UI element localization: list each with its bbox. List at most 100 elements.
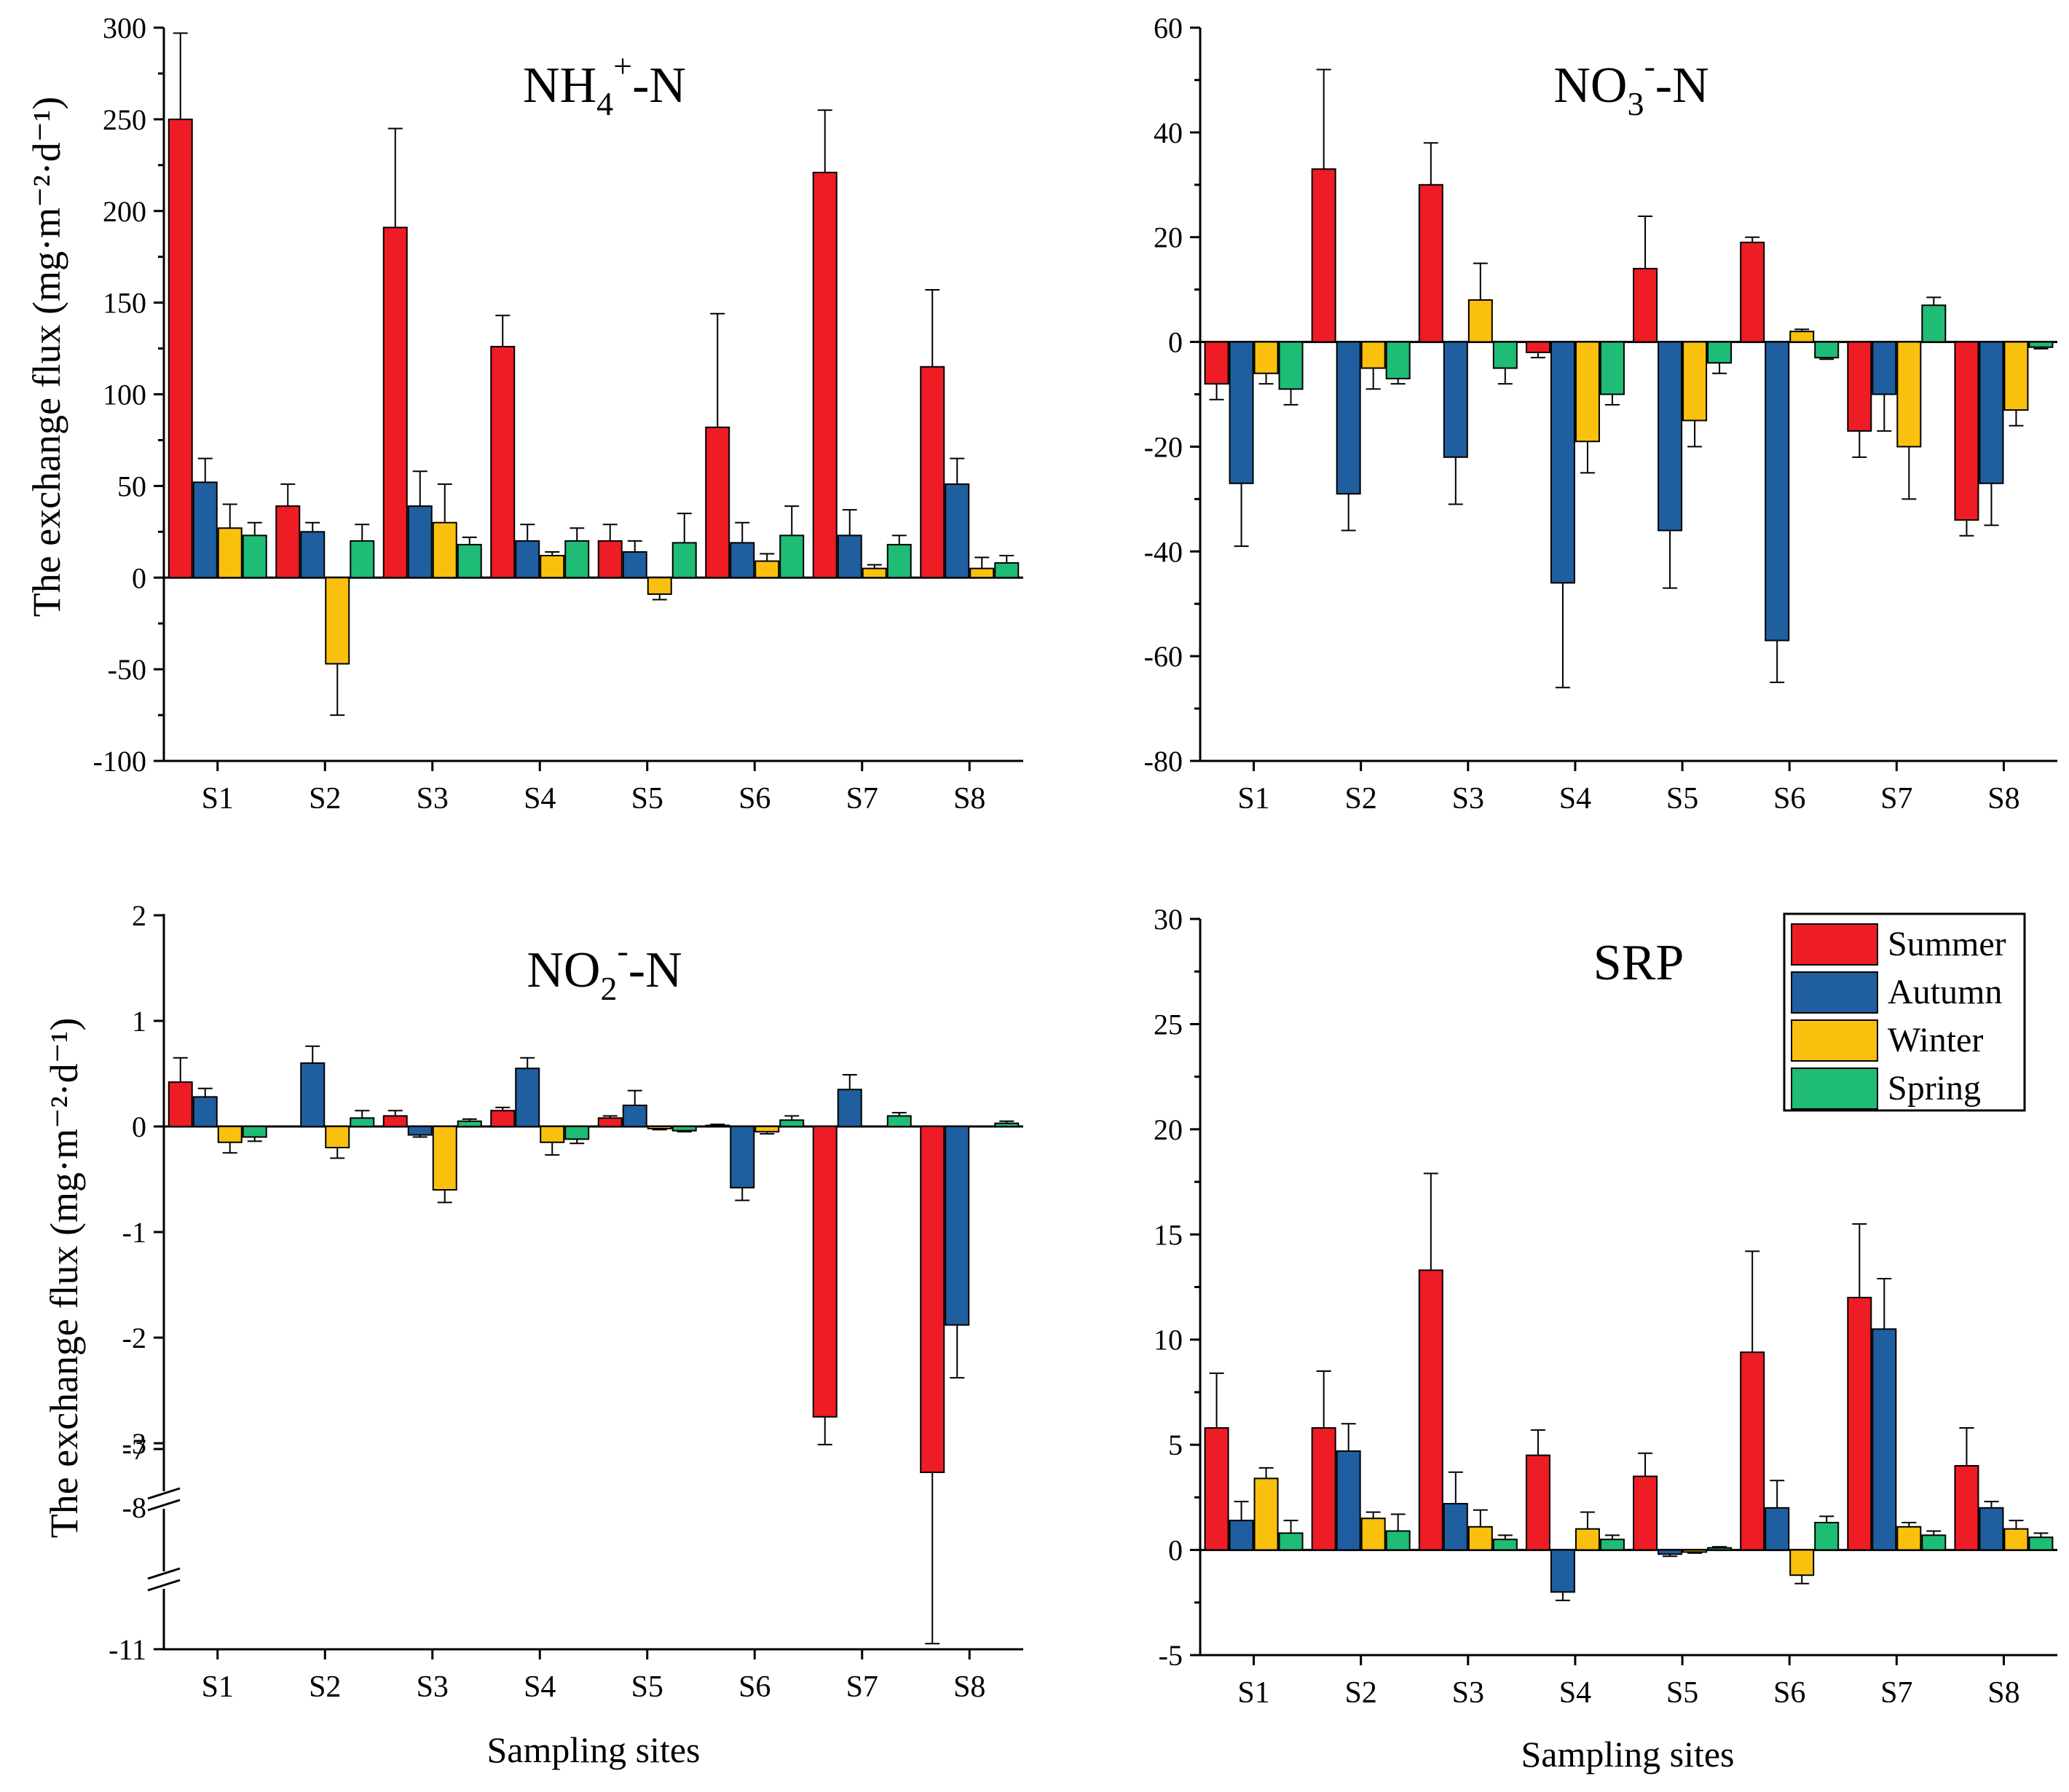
panel4-xtick-label: S6 <box>1773 1676 1805 1710</box>
panel4-bar-autumn-s5 <box>1658 1549 1683 1555</box>
panel3-bar-spring-s6 <box>779 1119 805 1128</box>
panel4-ytick-label: 30 <box>1154 903 1183 936</box>
panel1-bar-winter-s2 <box>325 577 350 665</box>
panel4-bar-winter-s7 <box>1896 1525 1922 1551</box>
panel1-bar-autumn-s3 <box>407 505 433 579</box>
panel3-bar-winter-s5 <box>647 1126 672 1129</box>
panel1-title: NH4+-N <box>523 47 686 122</box>
panel4-bar-winter-s1 <box>1253 1477 1279 1551</box>
panel1-xtick-label: S5 <box>631 782 663 816</box>
panel4-ytick-label: 20 <box>1154 1113 1183 1146</box>
panel2-xtick-label: S3 <box>1452 782 1484 816</box>
panel3-bar-winter-s6 <box>754 1126 780 1133</box>
panel2-bar-winter-s5 <box>1682 341 1708 422</box>
panel4-bar-summer-s4 <box>1525 1454 1550 1551</box>
panel4-xtick-label: S5 <box>1666 1676 1698 1710</box>
panel1-bar-winter-s4 <box>540 555 565 579</box>
panel2-ytick-label: -60 <box>1144 640 1183 673</box>
panel3-bar-autumn-s2 <box>300 1062 326 1127</box>
panel1-bar-summer-s3 <box>382 226 408 579</box>
panel1-ytick-label: 300 <box>103 12 146 44</box>
panel3-xtick-label: S3 <box>417 1670 449 1704</box>
panel3-xtick-label: S1 <box>202 1670 234 1704</box>
panel4-bar-spring-s8 <box>2028 1536 2054 1551</box>
x-axis-label-right: Sampling sites <box>1521 1734 1734 1775</box>
legend-swatch-autumn <box>1791 971 1878 1014</box>
panel2-xtick-label: S6 <box>1773 782 1805 816</box>
panel3-bar-winter-s3 <box>432 1126 457 1191</box>
y-axis-label-top: The exchange flux (mg·m⁻²·d⁻¹) <box>25 97 68 617</box>
panel2-bar-winter-s2 <box>1360 341 1386 369</box>
panel1-ytick-label: -50 <box>108 653 146 686</box>
panel4-bar-autumn-s6 <box>1765 1507 1790 1551</box>
panel3-bar-summer-s5 <box>597 1117 623 1128</box>
panel1-bar-winter-s5 <box>647 577 672 595</box>
panel3-title: NO2--N <box>527 932 682 1007</box>
panel3-bar-summer-s1 <box>168 1081 193 1127</box>
x-axis-label-left: Sampling sites <box>486 1729 700 1770</box>
panel4-ytick-label: 25 <box>1154 1008 1183 1041</box>
panel1-xtick-label: S2 <box>309 782 341 816</box>
panel1-bar-autumn-s1 <box>192 481 218 579</box>
panel2-title: NO3--N <box>1553 47 1709 122</box>
panel4-xtick-label: S1 <box>1237 1676 1269 1710</box>
panel2-xtick-label: S8 <box>1987 782 2019 816</box>
panel2-xtick-label: S4 <box>1559 782 1591 816</box>
panel2-bar-summer-s2 <box>1311 168 1336 343</box>
panel2-bar-spring-s1 <box>1278 341 1304 390</box>
panel3-ytick-label: -11 <box>109 1633 146 1666</box>
panel4-ytick-label: 5 <box>1168 1429 1183 1461</box>
panel3-ytick-label: -7 <box>122 1433 146 1466</box>
panel2-bar-spring-s5 <box>1707 341 1733 364</box>
panel4-bar-summer-s8 <box>1954 1465 1979 1551</box>
panel3-bar-summer-s4 <box>490 1110 516 1127</box>
panel2-bar-winter-s8 <box>2003 341 2029 411</box>
panel2-bar-autumn-s8 <box>1979 341 2004 484</box>
panel4-xtick-label: S3 <box>1452 1676 1484 1710</box>
panel1-bar-spring-s7 <box>886 543 912 579</box>
panel4-bar-autumn-s2 <box>1336 1450 1361 1551</box>
panel2-ytick-label: 40 <box>1154 117 1183 149</box>
panel3-axis-break-mark <box>147 1567 181 1580</box>
panel4-xtick-label: S2 <box>1345 1676 1377 1710</box>
panel1-bar-winter-s8 <box>969 567 995 579</box>
panel2-ytick-label: 0 <box>1168 326 1183 359</box>
panel2-bar-winter-s1 <box>1253 341 1279 374</box>
y-axis-label-bottom: The exchange flux (mg·m⁻²·d⁻¹) <box>42 1018 86 1539</box>
panel1-bar-spring-s5 <box>671 542 697 579</box>
panel3-bar-spring-s3 <box>457 1120 482 1127</box>
legend-label-autumn: Autumn <box>1888 973 2002 1011</box>
panel4-bar-autumn-s8 <box>1979 1507 2004 1551</box>
panel3-bar-spring-s5 <box>671 1126 697 1132</box>
panel3-xtick-label: S8 <box>953 1670 985 1704</box>
panel3-bar-autumn-s8 <box>945 1126 970 1326</box>
panel2-bar-summer-s4 <box>1525 341 1550 353</box>
panel1-xtick-label: S8 <box>953 782 985 816</box>
panel3-ytick-label: 1 <box>132 1005 146 1038</box>
panel1-bar-autumn-s6 <box>730 542 755 579</box>
panel4-bar-winter-s3 <box>1467 1525 1493 1551</box>
panel1-bar-summer-s8 <box>920 366 945 579</box>
panel2-xtick-label: S2 <box>1345 782 1377 816</box>
panel1-bar-autumn-s7 <box>837 534 862 579</box>
panel3-bar-spring-s8 <box>994 1122 1020 1128</box>
panel2-bar-spring-s4 <box>1599 341 1625 395</box>
panel3-bar-spring-s4 <box>564 1126 590 1140</box>
panel2-ytick-label: 60 <box>1154 12 1183 44</box>
panel3-bar-autumn-s7 <box>837 1089 862 1127</box>
panel1-bar-winter-s6 <box>754 560 780 579</box>
panel4-bar-spring-s1 <box>1278 1532 1304 1551</box>
panel3-axis-break-mark <box>147 1499 181 1512</box>
panel1-xtick-label: S7 <box>846 782 878 816</box>
panel4-ytick-label: 10 <box>1154 1324 1183 1357</box>
panel2-bar-autumn-s6 <box>1765 341 1790 642</box>
panel4-xtick-label: S4 <box>1559 1676 1591 1710</box>
panel1-ytick-label: 150 <box>103 287 146 320</box>
panel2-bar-summer-s5 <box>1633 267 1658 343</box>
panel4-bar-spring-s2 <box>1385 1530 1411 1551</box>
panel2-bar-summer-s6 <box>1740 241 1765 343</box>
panel2-bar-winter-s4 <box>1575 341 1600 443</box>
panel3-axis-break-mark <box>147 1487 181 1500</box>
panel3-xtick-label: S6 <box>738 1670 771 1704</box>
